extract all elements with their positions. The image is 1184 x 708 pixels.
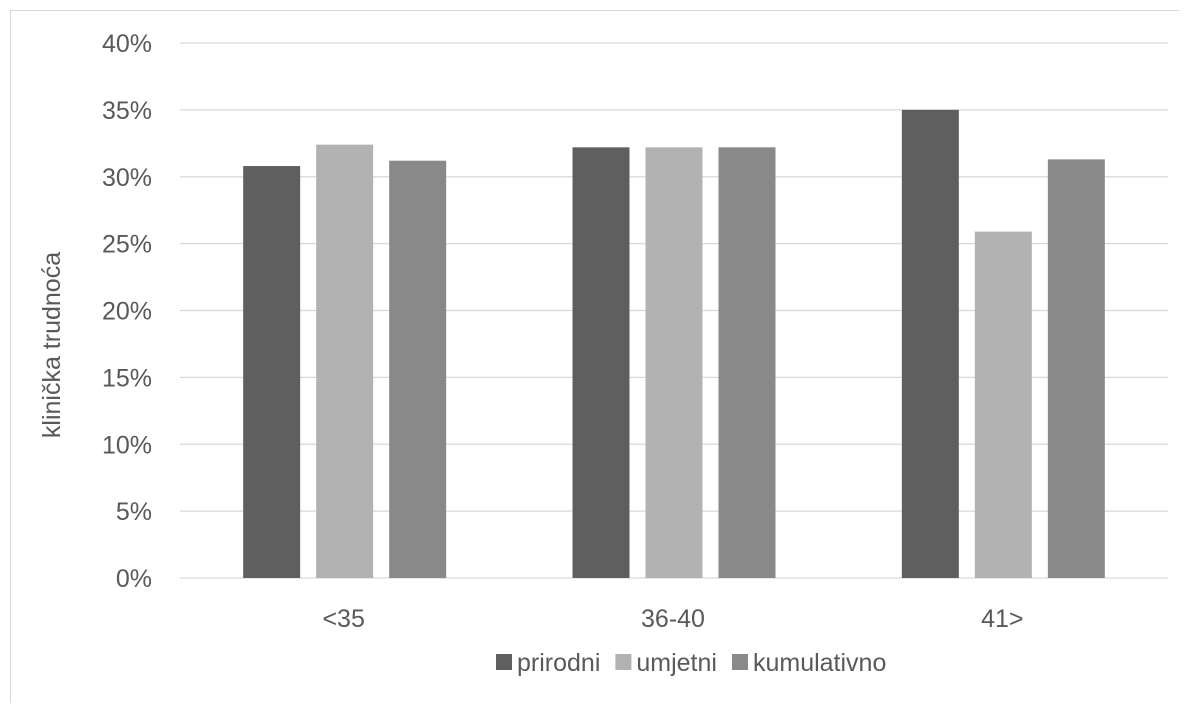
y-tick-label: 40% bbox=[102, 30, 152, 58]
bar-prirodni-2 bbox=[901, 109, 959, 578]
bar-umjetni-2 bbox=[974, 231, 1032, 578]
legend: prirodni umjetni kumulativno bbox=[496, 649, 886, 677]
y-axis-title: klinička trudnoća bbox=[38, 252, 66, 438]
x-axis-ticks: <35 36-40 41> bbox=[322, 605, 1023, 633]
x-tick-label: 41> bbox=[981, 605, 1023, 633]
bar-umjetni-0 bbox=[316, 144, 374, 578]
legend-label: kumulativno bbox=[753, 649, 886, 677]
x-tick-label: <35 bbox=[322, 605, 364, 633]
y-tick-label: 15% bbox=[102, 364, 152, 392]
chart-frame bbox=[10, 10, 1180, 703]
legend-label: umjetni bbox=[636, 649, 717, 677]
y-axis-ticks: 0% 5% 10% 15% 20% 25% 30% 35% 40% bbox=[102, 30, 152, 593]
y-tick-label: 10% bbox=[102, 431, 152, 459]
bars bbox=[243, 109, 1105, 579]
y-tick-label: 30% bbox=[102, 164, 152, 192]
legend-swatch bbox=[496, 654, 512, 670]
bar-umjetni-1 bbox=[645, 147, 703, 578]
bar-prirodni-0 bbox=[243, 166, 301, 579]
bar-prirodni-1 bbox=[572, 147, 630, 578]
y-tick-label: 25% bbox=[102, 231, 152, 259]
y-tick-label: 0% bbox=[116, 565, 152, 593]
y-tick-label: 20% bbox=[102, 298, 152, 326]
bar-kumulativno-1 bbox=[718, 147, 776, 578]
legend-swatch bbox=[731, 654, 748, 670]
legend-label: prirodni bbox=[517, 649, 600, 677]
x-tick-label: 36-40 bbox=[641, 605, 705, 633]
y-tick-label: 35% bbox=[102, 97, 152, 125]
bar-kumulativno-0 bbox=[389, 160, 447, 578]
bar-kumulativno-2 bbox=[1047, 159, 1105, 579]
legend-swatch bbox=[615, 654, 632, 670]
y-tick-label: 5% bbox=[116, 498, 152, 526]
